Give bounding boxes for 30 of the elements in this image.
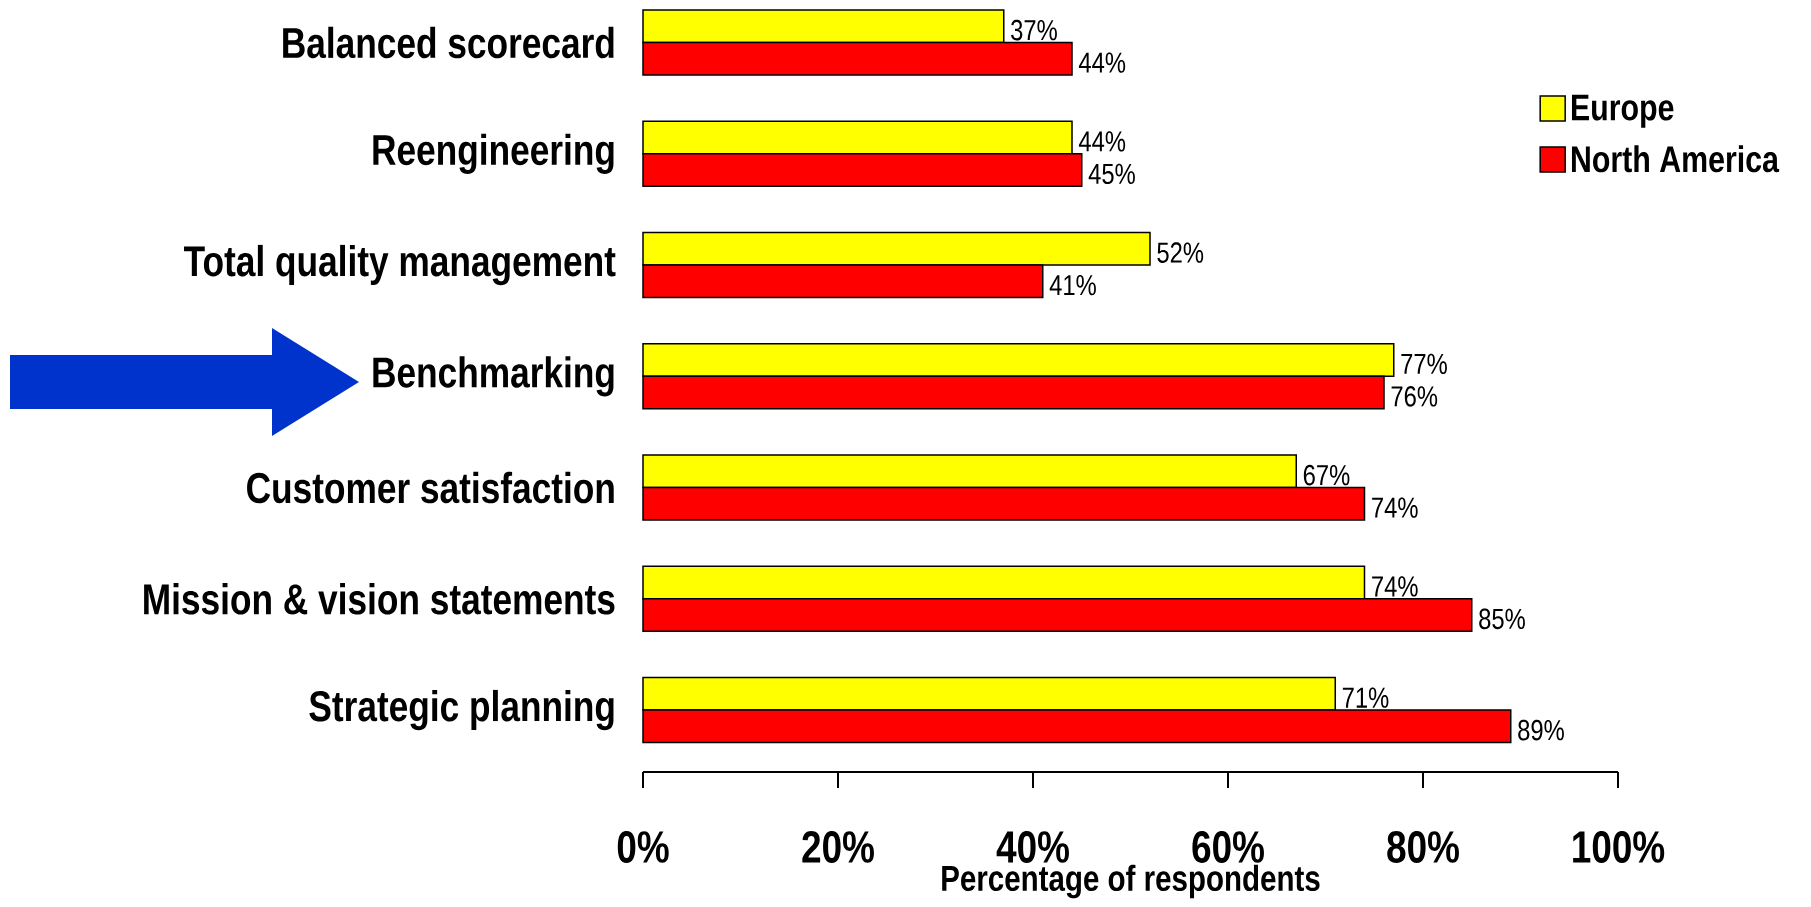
- data-label: 37%: [1011, 19, 1057, 41]
- y-tick-label: Balanced scorecard: [283, 26, 614, 59]
- x-tick-label: 60%: [1192, 831, 1264, 863]
- x-tick-label: 0%: [617, 831, 669, 863]
- data-label: 44%: [1078, 131, 1126, 152]
- data-label: 74%: [1372, 576, 1418, 597]
- legend-label: Europe: [1571, 94, 1674, 128]
- data-label: 52%: [1157, 242, 1204, 263]
- legend-label: North America: [1571, 145, 1780, 173]
- data-label: 89%: [1518, 719, 1564, 741]
- data-label: 71%: [1342, 687, 1389, 708]
- y-tick-label: Mission & vision statements: [144, 583, 615, 615]
- data-label: 74%: [1372, 497, 1418, 518]
- data-label: 76%: [1391, 386, 1438, 407]
- y-tick-label: Total quality management: [184, 244, 616, 286]
- data-label: 67%: [1303, 464, 1350, 486]
- x-tick-label: 80%: [1387, 831, 1459, 863]
- data-label: 45%: [1088, 163, 1135, 185]
- data-label: 44%: [1078, 52, 1126, 73]
- data-label: 77%: [1401, 353, 1447, 375]
- y-tick-label: Reengineering: [373, 133, 614, 174]
- data-label: 41%: [1049, 274, 1096, 296]
- x-tick-label: 20%: [802, 831, 874, 863]
- x-axis-title: Percentage of respondents: [942, 864, 1320, 899]
- y-tick-label: Strategic planning: [309, 689, 614, 731]
- y-tick-label: Benchmarking: [373, 356, 614, 397]
- data-label: 85%: [1479, 608, 1525, 630]
- x-tick-label: 40%: [996, 831, 1069, 863]
- x-tick-label: 100%: [1573, 831, 1665, 863]
- y-tick-label: Customer satisfaction: [247, 471, 614, 504]
